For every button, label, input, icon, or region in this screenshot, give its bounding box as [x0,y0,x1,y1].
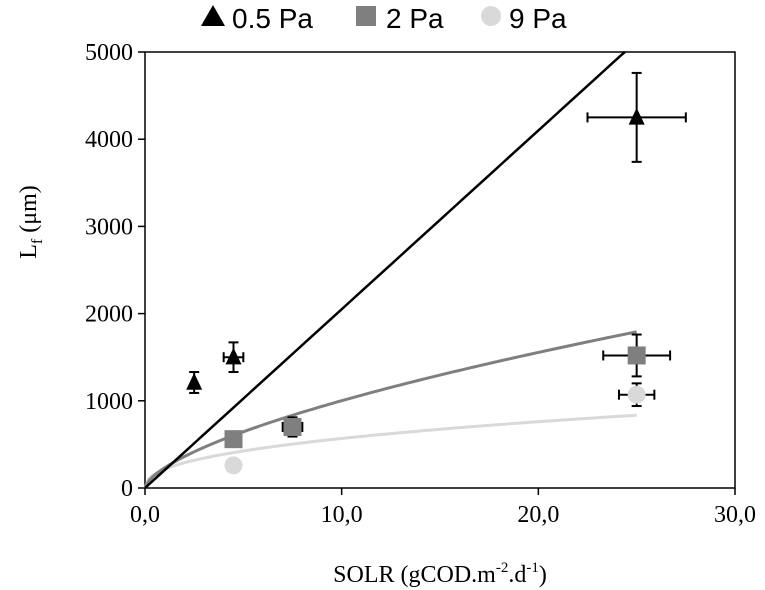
data-point-circle [224,456,243,475]
data-point-triangle [628,107,645,125]
fit-curves [143,51,637,489]
x-axis-ticks: 0,0 10,0 20,0 30,0 [130,488,756,528]
legend-marker-triangle [201,5,225,26]
x-tick-label: 30,0 [714,502,756,528]
x-axis-label-sup-1: -2 [496,560,509,576]
legend: 0.5 Pa 2 Pa 9 Pa [201,3,567,34]
data-point-square [224,430,243,449]
data-point-circle [627,385,646,404]
y-tick-label: 3000 [85,214,133,240]
y-tick-label: 1000 [85,389,133,415]
legend-marker-square [356,6,376,26]
x-axis-label: SOLR (gCOD.m-2.d-1) [333,560,547,588]
y-tick-label: 5000 [85,40,133,66]
legend-label-series-3: 9 Pa [509,3,567,34]
y-tick-label: 0 [121,476,133,502]
legend-label-series-1: 0.5 Pa [232,3,313,34]
fit-curve-series-2 [143,330,637,489]
y-axis-label-sub: f [29,238,46,244]
x-axis-label-end: ) [539,562,547,588]
x-axis-label-main: SOLR (gCOD.m [333,562,496,588]
data-point-triangle [186,372,203,390]
data-point-square [627,346,646,365]
x-tick-label: 0,0 [130,502,160,528]
y-axis-label-main: L [16,244,42,259]
y-axis-label-unit: (μm) [16,185,42,239]
data-point-triangle [225,347,242,365]
y-axis-ticks: 0 1000 2000 3000 4000 5000 [85,40,145,502]
y-tick-label: 4000 [85,127,133,153]
error-bars [189,71,687,446]
data-point-square [283,417,302,436]
x-axis-label-mid: .d [508,562,526,588]
data-markers [186,107,646,475]
x-axis-label-sup-2: -1 [526,560,539,576]
x-tick-label: 10,0 [321,502,363,528]
x-tick-label: 20,0 [517,502,559,528]
y-tick-label: 2000 [85,302,133,328]
plot-area-frame [144,51,736,489]
legend-label-series-2: 2 Pa [386,3,444,34]
fit-curve-series-3 [143,413,637,489]
y-axis-label: Lf (μm) [16,185,46,259]
legend-marker-circle [481,6,501,26]
fit-curve-series-1 [144,51,626,489]
